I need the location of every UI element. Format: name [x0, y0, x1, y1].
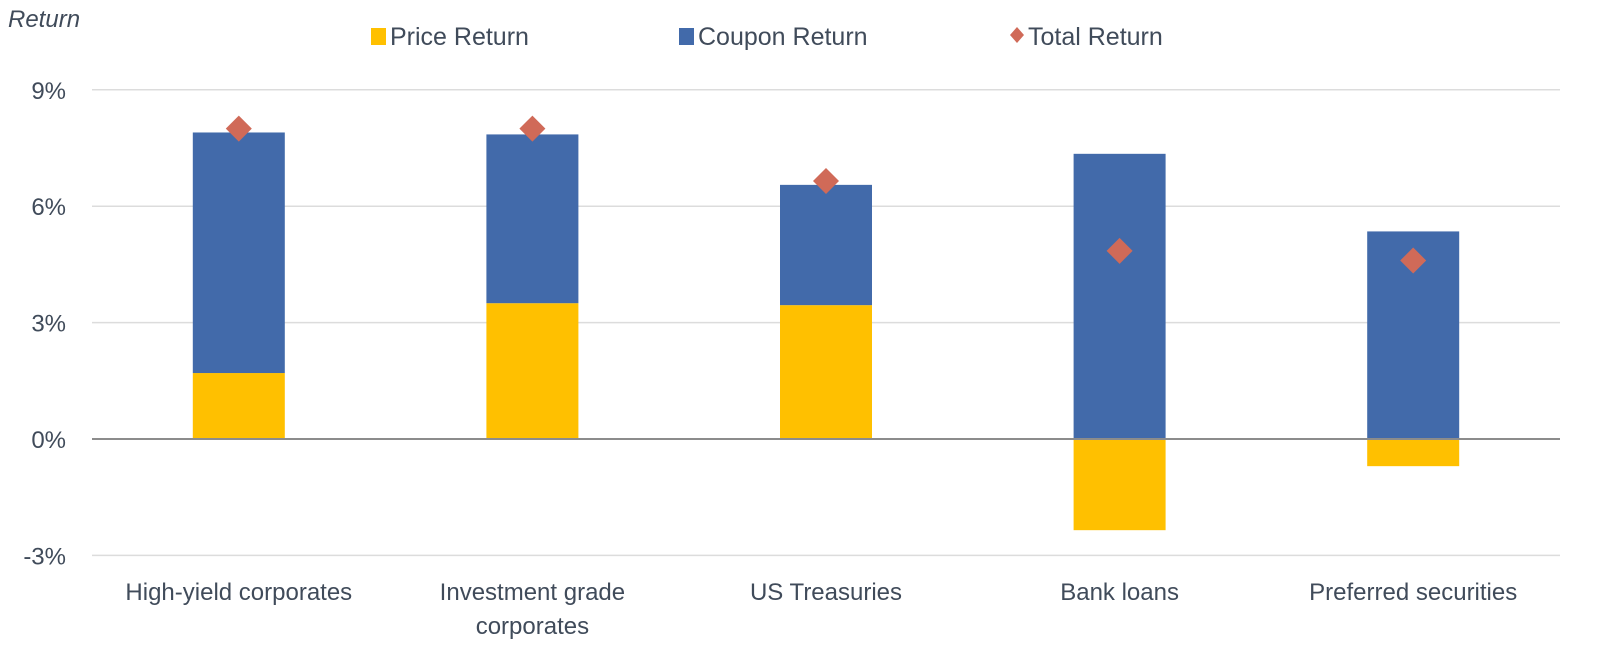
legend-label: Total Return — [1028, 23, 1163, 51]
price-return-bar — [486, 303, 579, 439]
legend-diamond-icon — [1010, 27, 1024, 43]
coupon-return-bar — [192, 132, 285, 374]
price-return-bar — [1367, 439, 1460, 467]
x-tick-label: Bank loans — [1060, 579, 1179, 606]
legend-label: Coupon Return — [698, 23, 868, 51]
legend-label: Price Return — [390, 23, 529, 51]
coupon-return-bar — [486, 134, 579, 304]
coupon-return-bar — [780, 184, 872, 306]
y-tick-label: 0% — [31, 427, 66, 454]
legend: Price Return Coupon Return Total Return — [371, 23, 1163, 51]
x-tick-label: Preferred securities — [1309, 579, 1517, 606]
total-return-marker — [1400, 247, 1427, 274]
total-markers — [225, 115, 1427, 274]
x-tick-label: US Treasuries — [750, 579, 902, 606]
coupon-return-bar — [1073, 153, 1166, 439]
price-return-bar — [780, 305, 872, 439]
total-return-marker — [1106, 237, 1133, 264]
total-return-marker — [225, 115, 252, 142]
total-return-marker — [813, 167, 839, 194]
y-tick-label: 9% — [31, 78, 66, 105]
y-tick-label: -3% — [23, 543, 66, 570]
x-axis-labels: High-yield corporates Investment grade cor… — [125, 579, 1517, 640]
total-return-marker — [519, 115, 546, 142]
price-return-bar — [192, 373, 285, 439]
y-tick-label: 3% — [31, 311, 66, 338]
bars — [192, 132, 1460, 531]
y-axis-label: Return — [8, 6, 80, 33]
legend-swatch — [371, 28, 386, 45]
x-tick-label: High-yield corporates — [125, 579, 352, 606]
x-tick-label: corporates — [476, 613, 589, 640]
legend-swatch — [679, 28, 694, 45]
y-tick-label: 6% — [31, 194, 66, 221]
price-return-bar — [1073, 439, 1166, 531]
x-tick-label: Investment grade — [440, 579, 625, 606]
